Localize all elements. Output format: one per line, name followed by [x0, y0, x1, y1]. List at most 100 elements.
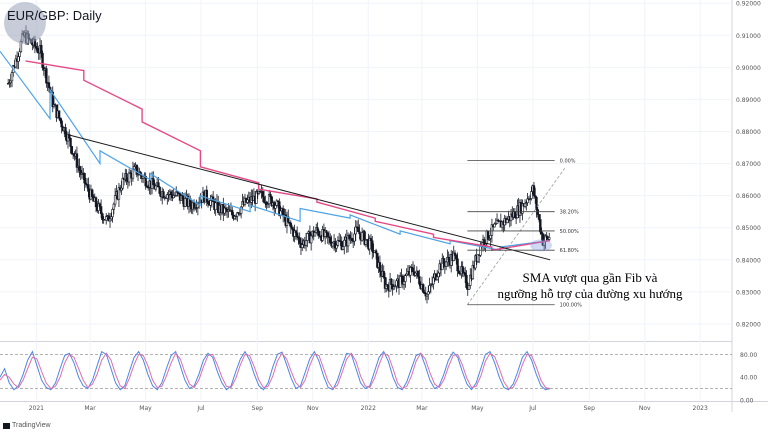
- candle-body: [111, 209, 114, 218]
- crossover-highlight: [530, 239, 553, 252]
- candle-body: [261, 191, 264, 198]
- candle-body: [326, 232, 329, 237]
- candle-body: [158, 186, 161, 194]
- candle-body: [535, 196, 538, 210]
- x-tick-label: May: [471, 405, 484, 412]
- candle-body: [364, 239, 368, 245]
- candle-body: [404, 275, 407, 282]
- candle-body: [354, 226, 357, 235]
- candle-body: [392, 286, 396, 290]
- candle-body: [301, 244, 304, 248]
- candle-body: [83, 172, 86, 184]
- candle-body: [181, 195, 184, 200]
- candle-body: [447, 256, 450, 261]
- stoch-y-tick-label: 40.00: [740, 375, 757, 382]
- candle-body: [183, 198, 187, 207]
- candle-body: [98, 203, 102, 207]
- candle-body: [471, 265, 475, 280]
- candle-body: [110, 216, 113, 220]
- candle-body: [353, 233, 356, 242]
- candle-body: [461, 266, 464, 273]
- candle-body: [214, 202, 217, 210]
- candle-body: [125, 173, 128, 181]
- candle-body: [539, 219, 542, 233]
- candle-body: [363, 231, 366, 245]
- candle-body: [47, 82, 51, 88]
- candle-body: [313, 232, 317, 237]
- x-tick-label: Jul: [528, 405, 537, 412]
- fib-diagonal-line: [467, 168, 566, 305]
- candle-body: [316, 227, 319, 232]
- candle-body: [427, 291, 430, 295]
- candle-body: [390, 278, 393, 285]
- candle-body: [105, 216, 108, 221]
- candle-body: [336, 240, 340, 246]
- candle-body: [357, 227, 360, 233]
- stoch-y-tick-label: 0.00: [740, 398, 754, 405]
- candle-body: [133, 166, 136, 170]
- candle-body: [113, 195, 117, 205]
- candle-body: [162, 191, 165, 199]
- candle-body: [335, 245, 338, 249]
- tradingview-logo-icon: [3, 423, 10, 429]
- x-tick-label: 2021: [29, 405, 44, 412]
- candle-body: [64, 127, 67, 138]
- candle-body: [99, 206, 103, 214]
- candle-body: [467, 285, 471, 290]
- candle-body: [421, 284, 425, 293]
- y-tick-label: 0.91000: [736, 33, 761, 40]
- candle-body: [493, 223, 496, 228]
- sma-slow-line: [25, 60, 551, 252]
- candle-body: [537, 214, 541, 220]
- candle-body: [526, 198, 529, 203]
- candle-body: [112, 203, 116, 210]
- candle-body: [437, 272, 440, 278]
- candle-body: [59, 117, 62, 122]
- candle-body: [57, 110, 61, 119]
- downtrend-line: [68, 134, 551, 261]
- y-tick-label: 0.83000: [736, 289, 761, 296]
- candle-body: [239, 206, 243, 214]
- candle-body: [36, 47, 39, 53]
- candle-body: [94, 197, 98, 208]
- candle-body: [75, 153, 79, 168]
- candle-body: [209, 200, 212, 206]
- candle-body: [416, 270, 420, 277]
- candle-body: [371, 240, 374, 252]
- candle-body: [91, 189, 94, 197]
- candle-body: [343, 239, 346, 248]
- candle-body: [231, 210, 234, 216]
- candle-body: [382, 271, 385, 278]
- candle-body: [87, 184, 90, 192]
- x-tick-label: Sep: [584, 405, 596, 412]
- x-tick-label: Sep: [252, 405, 264, 412]
- candle-body: [68, 134, 71, 139]
- candle-body: [152, 178, 155, 186]
- y-tick-label: 0.87000: [736, 161, 761, 168]
- candle-body: [395, 280, 398, 287]
- candle-body: [304, 240, 308, 246]
- candle-body: [386, 284, 389, 288]
- candle-body: [298, 237, 301, 244]
- candle-body: [399, 275, 402, 288]
- candle-body: [10, 72, 14, 82]
- logo-badge-icon: [4, 2, 46, 44]
- candle-body: [45, 68, 48, 84]
- candle-body: [428, 285, 431, 293]
- candle-body: [331, 242, 335, 247]
- candle-body: [325, 230, 328, 233]
- candle-body: [358, 231, 361, 235]
- x-tick-label: Mar: [416, 405, 428, 412]
- stoch-d-line: [0, 352, 551, 390]
- candle-body: [457, 270, 461, 274]
- candle-body: [442, 258, 445, 264]
- candle-body: [78, 165, 81, 171]
- candle-body: [523, 203, 527, 207]
- candle-body: [205, 189, 208, 202]
- candle-body: [513, 211, 517, 219]
- y-tick-label: 0.89000: [736, 97, 761, 104]
- candle-body: [262, 196, 266, 203]
- candle-body: [444, 261, 448, 267]
- x-tick-label: Nov: [639, 405, 651, 412]
